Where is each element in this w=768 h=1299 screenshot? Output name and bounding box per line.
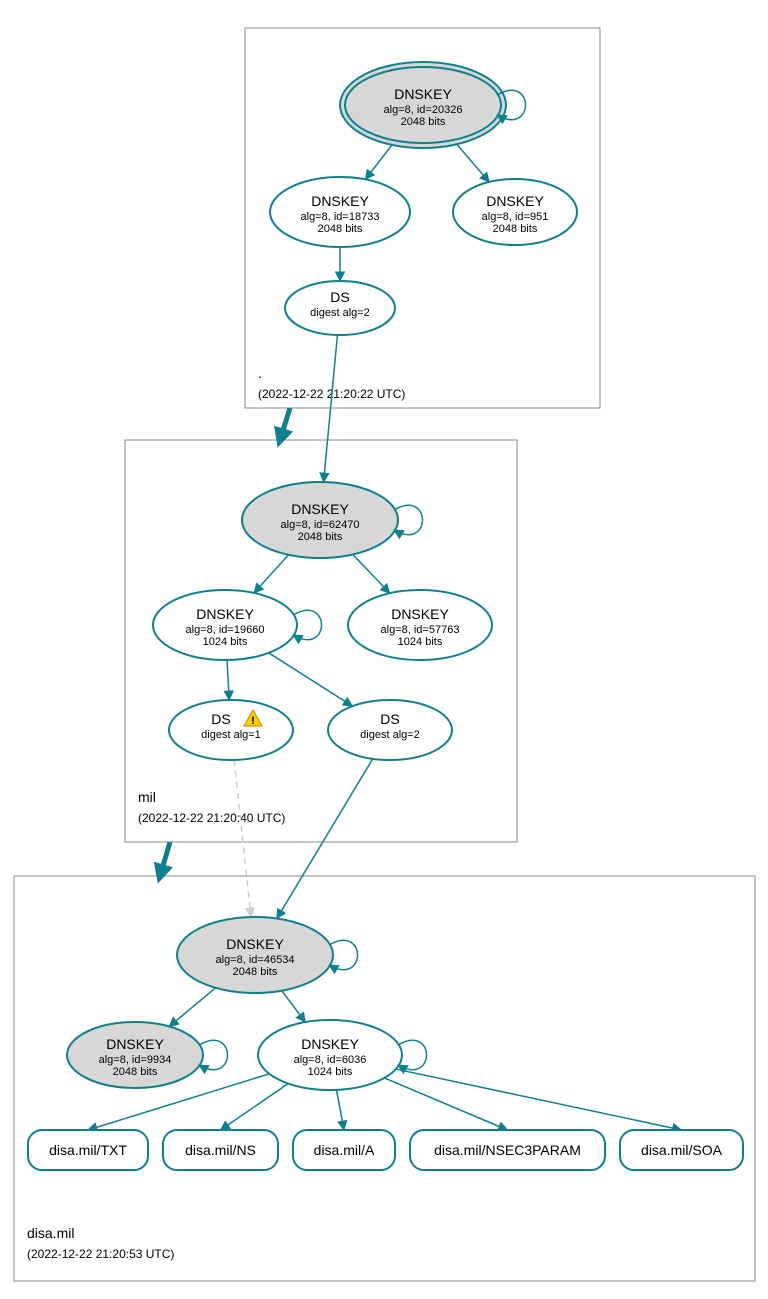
node-detail: 2048 bits [401,116,446,128]
edge [453,140,489,182]
node-detail: digest alg=2 [360,729,420,741]
node-title: DNSKEY [196,606,254,622]
rrset-label: disa.mil/A [314,1142,375,1158]
dnskey-node: DNSKEY alg=8, id=60361024 bits [258,1020,427,1090]
edge [254,555,289,593]
node-detail: 2048 bits [318,223,363,235]
dnskey-node: DS digest alg=1! [169,700,293,760]
edge [337,1090,344,1130]
node-detail: 2048 bits [493,223,538,235]
rrset-label: disa.mil/SOA [641,1142,723,1158]
node-detail: alg=8, id=9934 [99,1054,172,1066]
node-title: DNSKEY [291,501,349,517]
edge [353,554,390,593]
delegation-arrow [160,842,170,876]
zone-timestamp: (2022-12-22 21:20:40 UTC) [138,811,285,825]
edge [282,991,306,1022]
edge [396,1069,682,1130]
zone-name: mil [138,789,156,805]
dnskey-node: DNSKEY alg=8, id=196601024 bits [153,590,322,660]
dnskey-node: DNSKEY alg=8, id=203262048 bits [340,62,526,148]
warning-icon-mark: ! [251,715,255,727]
edge [169,988,215,1027]
node-title: DNSKEY [486,193,544,209]
edge [277,759,373,919]
edge [324,335,338,482]
dnskey-node: DS digest alg=2 [328,700,452,760]
node-detail: digest alg=2 [310,307,370,319]
node-detail: alg=8, id=6036 [294,1054,367,1066]
node-title: DNSKEY [226,936,284,952]
node-detail: 1024 bits [203,636,248,648]
rrset-label: disa.mil/NS [185,1142,256,1158]
node-detail: 2048 bits [233,966,278,978]
node-title: DNSKEY [394,86,452,102]
dnskey-node: DS digest alg=2 [285,281,395,335]
dnskey-node: DNSKEY alg=8, id=187332048 bits [270,177,410,247]
node-detail: alg=8, id=20326 [384,104,463,116]
node-title: DS [330,289,349,305]
node-title: DNSKEY [311,193,369,209]
dnskey-node: DNSKEY alg=8, id=9512048 bits [453,179,577,245]
edge [365,141,395,180]
node-title: DNSKEY [301,1036,359,1052]
edge [269,653,353,706]
node-title: DNSKEY [391,606,449,622]
zone-name: disa.mil [27,1225,74,1241]
edge [221,1084,289,1130]
node-detail: 2048 bits [298,531,343,543]
node-detail: 1024 bits [308,1066,353,1078]
zone-timestamp: (2022-12-22 21:20:53 UTC) [27,1247,174,1261]
rrset-label: disa.mil/NSEC3PARAM [434,1142,581,1158]
dnssec-diagram: .(2022-12-22 21:20:22 UTC)mil(2022-12-22… [0,0,768,1299]
node-detail: 1024 bits [398,636,443,648]
dnskey-node: DNSKEY alg=8, id=465342048 bits [177,917,358,993]
node-title: DS [380,711,399,727]
node-detail: alg=8, id=951 [482,211,549,223]
edge [234,760,251,917]
node-detail: 2048 bits [113,1066,158,1078]
node-detail: alg=8, id=19660 [186,624,265,636]
node-detail: alg=8, id=18733 [301,211,380,223]
node-detail: digest alg=1 [201,729,261,741]
dnskey-node: DNSKEY alg=8, id=624702048 bits [242,482,423,558]
rrset-label: disa.mil/TXT [49,1142,127,1158]
edge [227,660,229,700]
edge [384,1078,507,1130]
node-detail: alg=8, id=57763 [381,624,460,636]
dnskey-node: DNSKEY alg=8, id=99342048 bits [67,1022,228,1088]
node-detail: alg=8, id=62470 [281,519,360,531]
dnskey-node: DNSKEY alg=8, id=577631024 bits [348,590,492,660]
node-detail: alg=8, id=46534 [216,954,295,966]
node-title: DS [211,711,230,727]
zone-name: . [258,365,262,381]
delegation-arrow [280,408,290,440]
node-title: DNSKEY [106,1036,164,1052]
